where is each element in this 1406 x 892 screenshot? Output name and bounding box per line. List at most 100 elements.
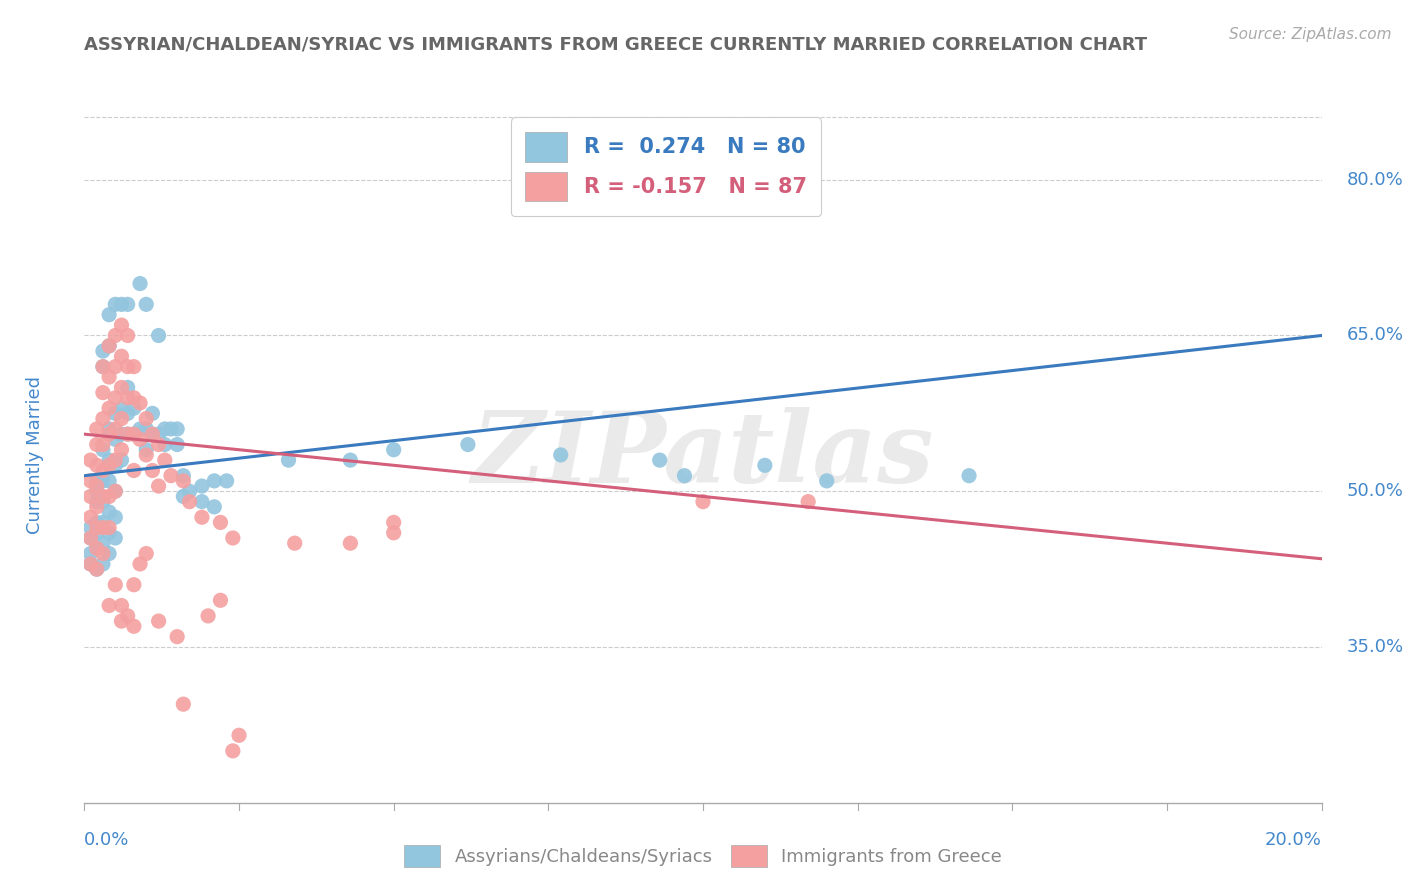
Point (141, 406, 163, 420)
Point (110, 349, 132, 363)
Point (110, 318, 132, 332)
Point (141, 427, 163, 442)
Point (86, 484, 108, 499)
Text: 80.0%: 80.0% (1347, 170, 1403, 189)
Text: ASSYRIAN/CHALDEAN/SYRIAC VS IMMIGRANTS FROM GREECE CURRENTLY MARRIED CORRELATION: ASSYRIAN/CHALDEAN/SYRIAC VS IMMIGRANTS F… (84, 36, 1147, 54)
Text: 35.0%: 35.0% (1347, 638, 1403, 656)
Point (117, 380, 139, 394)
Point (91, 463, 114, 477)
Point (104, 433, 127, 447)
Point (153, 437, 176, 451)
Legend: R =  0.274   N = 80, R = -0.157   N = 87: R = 0.274 N = 80, R = -0.157 N = 87 (510, 118, 821, 216)
Point (222, 531, 245, 545)
Point (117, 297, 139, 311)
Point (122, 578, 145, 592)
Point (148, 614, 170, 628)
Point (122, 427, 145, 442)
Text: ZIPatlas: ZIPatlas (472, 407, 934, 503)
Point (98, 490, 121, 504)
Point (284, 536, 307, 550)
Point (98, 370, 121, 384)
Point (457, 437, 479, 451)
Point (110, 453, 132, 467)
Point (91, 490, 114, 504)
Point (91, 385, 114, 400)
Point (209, 593, 232, 607)
Point (79, 510, 101, 524)
Point (141, 463, 163, 477)
Point (815, 474, 838, 488)
Point (135, 297, 157, 311)
Point (79, 453, 101, 467)
Point (754, 458, 776, 473)
Point (86, 562, 108, 576)
Point (209, 516, 232, 530)
Point (86, 437, 108, 451)
Point (98, 427, 121, 442)
Point (104, 578, 127, 592)
Point (86, 494, 108, 508)
Point (122, 359, 145, 374)
Point (86, 562, 108, 576)
Point (104, 484, 127, 499)
Point (86, 525, 108, 540)
Point (91, 442, 114, 457)
Point (104, 359, 127, 374)
Point (135, 547, 157, 561)
Point (104, 328, 127, 343)
Point (117, 608, 139, 623)
Point (135, 448, 157, 462)
Point (129, 396, 152, 410)
Text: 50.0%: 50.0% (1347, 483, 1403, 500)
Point (215, 474, 238, 488)
Text: Currently Married: Currently Married (25, 376, 44, 534)
Point (91, 359, 114, 374)
Point (86, 458, 108, 473)
Point (91, 411, 114, 425)
Point (117, 391, 139, 405)
Point (91, 547, 114, 561)
Point (79, 531, 101, 545)
Point (122, 463, 145, 477)
Point (122, 619, 145, 633)
Point (86, 474, 108, 488)
Point (98, 458, 121, 473)
Point (86, 541, 108, 556)
Point (91, 516, 114, 530)
Point (129, 557, 152, 571)
Point (110, 599, 132, 613)
Point (166, 437, 188, 451)
Point (117, 359, 139, 374)
Point (91, 437, 114, 451)
Point (104, 422, 127, 436)
Point (117, 406, 139, 420)
Point (86, 541, 108, 556)
Point (153, 422, 176, 436)
Point (98, 525, 121, 540)
Point (122, 401, 145, 416)
Point (86, 422, 108, 436)
Point (160, 422, 183, 436)
Point (135, 422, 157, 436)
Point (79, 557, 101, 571)
Point (117, 427, 139, 442)
Point (91, 344, 114, 359)
Point (98, 339, 121, 353)
Point (166, 630, 188, 644)
Point (191, 494, 214, 508)
Point (98, 308, 121, 322)
Point (110, 427, 132, 442)
Point (98, 474, 121, 488)
Point (166, 422, 188, 436)
Point (98, 401, 121, 416)
Point (172, 474, 194, 488)
Point (202, 474, 225, 488)
Text: 0.0%: 0.0% (84, 830, 129, 848)
Point (110, 411, 132, 425)
Point (86, 479, 108, 493)
Point (382, 442, 405, 457)
Point (277, 453, 299, 467)
Point (98, 599, 121, 613)
Point (110, 614, 132, 628)
Point (117, 328, 139, 343)
